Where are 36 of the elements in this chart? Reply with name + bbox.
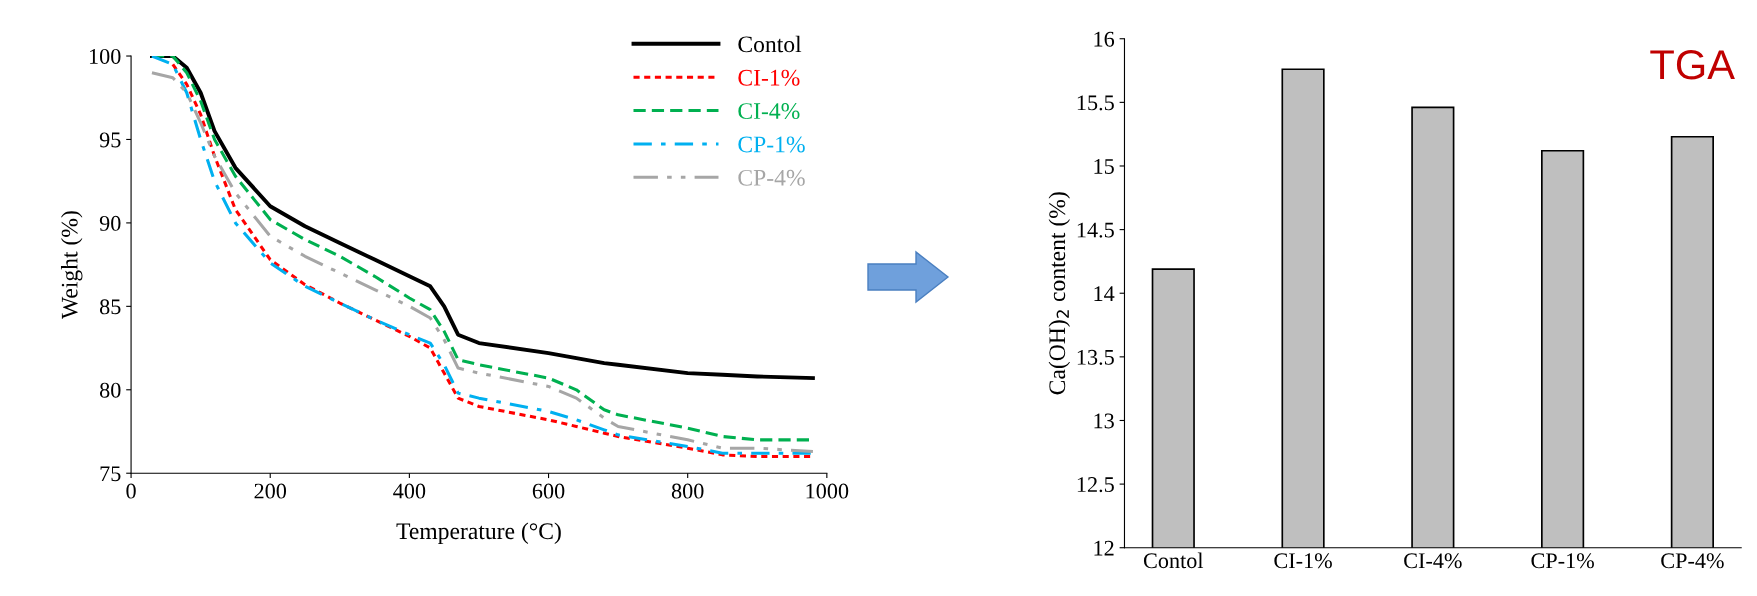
x-tick-label: CP-1%: [1531, 553, 1594, 569]
legend-label: CP-1%: [738, 136, 805, 153]
y-tick-label: 13.5: [1077, 349, 1114, 365]
x-tick-label: CI-4%: [1404, 553, 1462, 569]
y-tick-label: 15: [1094, 159, 1114, 174]
x-tick-label: 1000: [806, 483, 849, 499]
y-tick-label: 75: [100, 466, 121, 482]
x-tick-label: 600: [532, 483, 565, 499]
y-tick-label: 14: [1094, 286, 1115, 301]
x-tick-label: 800: [671, 483, 704, 499]
y-tick-label: 95: [99, 132, 121, 148]
annotation: TGA: [1650, 50, 1735, 80]
x-axis-title: Temperature (°C): [396, 522, 561, 544]
x-tick-label: CI-1%: [1274, 553, 1332, 569]
y-tick-label: 14.5: [1077, 222, 1114, 238]
line-series: [150, 56, 815, 381]
y-tick-label: 90: [99, 215, 121, 231]
y-axis-title: Weight (%): [60, 211, 83, 320]
y-tick-label: 12.5: [1077, 477, 1114, 493]
y-tick-label: 13: [1094, 413, 1114, 429]
y-tick-label: 85: [99, 299, 121, 315]
x-tick-label: Contol: [1143, 552, 1204, 569]
y-axis-title: Ca(OH)$_{2}$ content (%): [1048, 192, 1070, 395]
legend-label: CI-1%: [738, 69, 800, 86]
y-tick-label: 15.5: [1077, 95, 1114, 111]
x-tick-label: 400: [393, 483, 426, 499]
x-tick-label: 0: [126, 483, 136, 499]
legend-label: CP-4%: [738, 169, 805, 186]
legend-label: CI-4%: [738, 103, 800, 120]
y-tick-label: 80: [99, 382, 121, 398]
x-tick-label: CP-4%: [1661, 553, 1724, 569]
x-tick-label: 200: [254, 483, 287, 499]
legend-label: Contol: [738, 35, 802, 53]
y-tick-label: 12: [1094, 540, 1114, 556]
y-tick-label: 16: [1094, 31, 1115, 47]
y-tick-label: 100: [89, 48, 121, 64]
